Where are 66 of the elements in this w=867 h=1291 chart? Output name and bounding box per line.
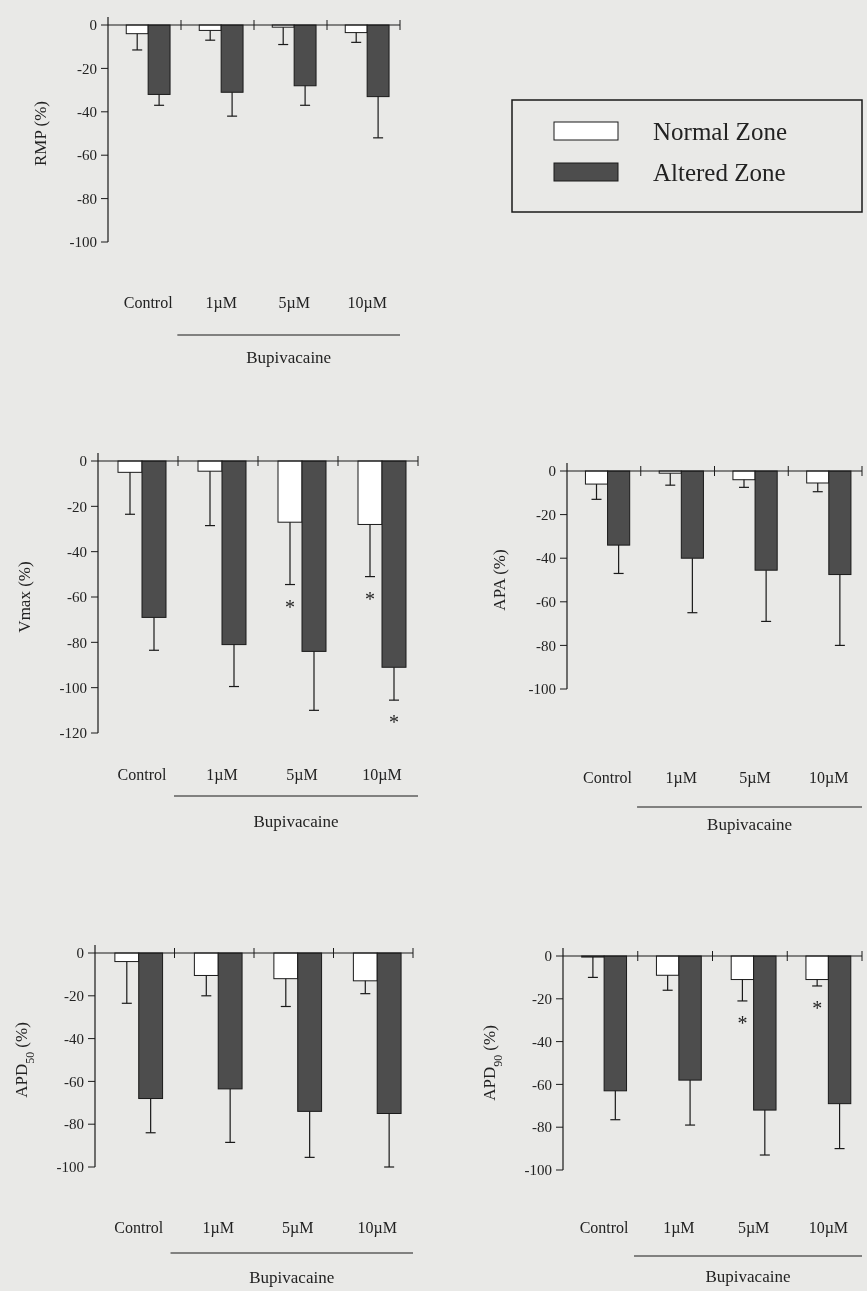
annotation: * [389,711,399,734]
y-axis-title: APA (%) [490,549,509,611]
y-tick-label: -100 [69,234,97,251]
y-tick-label: 0 [548,463,556,480]
y-tick-label: -60 [532,1076,552,1093]
x-tick-label: Control [583,769,633,786]
y-tick-label: 0 [544,948,552,965]
x-axis-title: Bupivacaine [253,812,339,831]
y-tick-label: -120 [59,725,87,742]
y-tick-label: -80 [536,637,556,654]
x-tick-label: 10µM [362,766,402,784]
y-tick-label: -20 [536,506,556,523]
x-tick-label: Control [123,294,174,311]
x-tick-label: 5µM [278,294,310,312]
x-tick-label: 5µM [739,769,771,787]
x-tick-label: 1µM [202,1219,234,1237]
y-tick-label: -100 [528,681,556,698]
y-tick-label: -20 [67,498,87,515]
x-axis-title: Bupivacaine [707,815,793,834]
y-tick-label: -100 [59,679,87,696]
x-tick-label: 1µM [663,1219,695,1237]
x-tick-label: Control [579,1219,630,1236]
y-tick-label: -80 [67,634,87,651]
x-tick-label: 1µM [665,769,698,787]
y-tick-label: -20 [77,60,97,77]
y-tick-label: -40 [77,104,97,121]
y-tick-label: 0 [76,945,84,962]
y-tick-label: -60 [64,1073,84,1090]
annotation: * [365,587,375,610]
y-axis-title: RMP (%) [31,100,50,167]
y-tick-label: -40 [536,550,556,567]
x-tick-label: Control [117,766,167,783]
x-tick-label: 10µM [809,769,849,787]
y-tick-label: -40 [532,1033,552,1050]
y-tick-label: -40 [67,543,87,560]
y-tick-label: -80 [64,1116,84,1133]
y-tick-label: -20 [64,988,84,1005]
annotation: * [737,1011,748,1034]
x-tick-label: Control [114,1219,164,1236]
y-tick-label: -60 [67,589,87,606]
y-tick-label: 0 [89,17,97,34]
x-axis-title: Bupivacaine [705,1267,791,1286]
x-tick-label: 10µM [357,1219,397,1237]
y-tick-label: -80 [77,190,97,207]
legend-label: Normal Zone [653,118,787,145]
y-tick-label: 0 [79,453,87,470]
y-axis-title: Vmax (%) [15,561,34,633]
y-tick-label: -60 [77,147,97,164]
annotation: * [812,996,823,1019]
x-tick-label: 5µM [737,1219,770,1237]
x-axis-title: Bupivacaine [249,1268,335,1287]
y-tick-label: -80 [532,1119,552,1136]
y-tick-label: -40 [64,1030,84,1047]
annotation: * [285,595,295,618]
x-axis-title: Bupivacaine [246,348,332,367]
y-tick-label: -100 [524,1162,552,1179]
y-tick-label: -100 [56,1159,84,1176]
x-tick-label: 10µM [347,294,387,312]
x-tick-label: 5µM [282,1219,314,1237]
legend-label: Altered Zone [653,159,786,186]
y-tick-label: -60 [536,594,556,611]
x-tick-label: 5µM [286,766,318,784]
x-tick-label: 1µM [206,766,238,784]
x-tick-label: 10µM [808,1219,849,1237]
x-tick-label: 1µM [205,294,237,312]
y-tick-label: -20 [532,991,552,1008]
